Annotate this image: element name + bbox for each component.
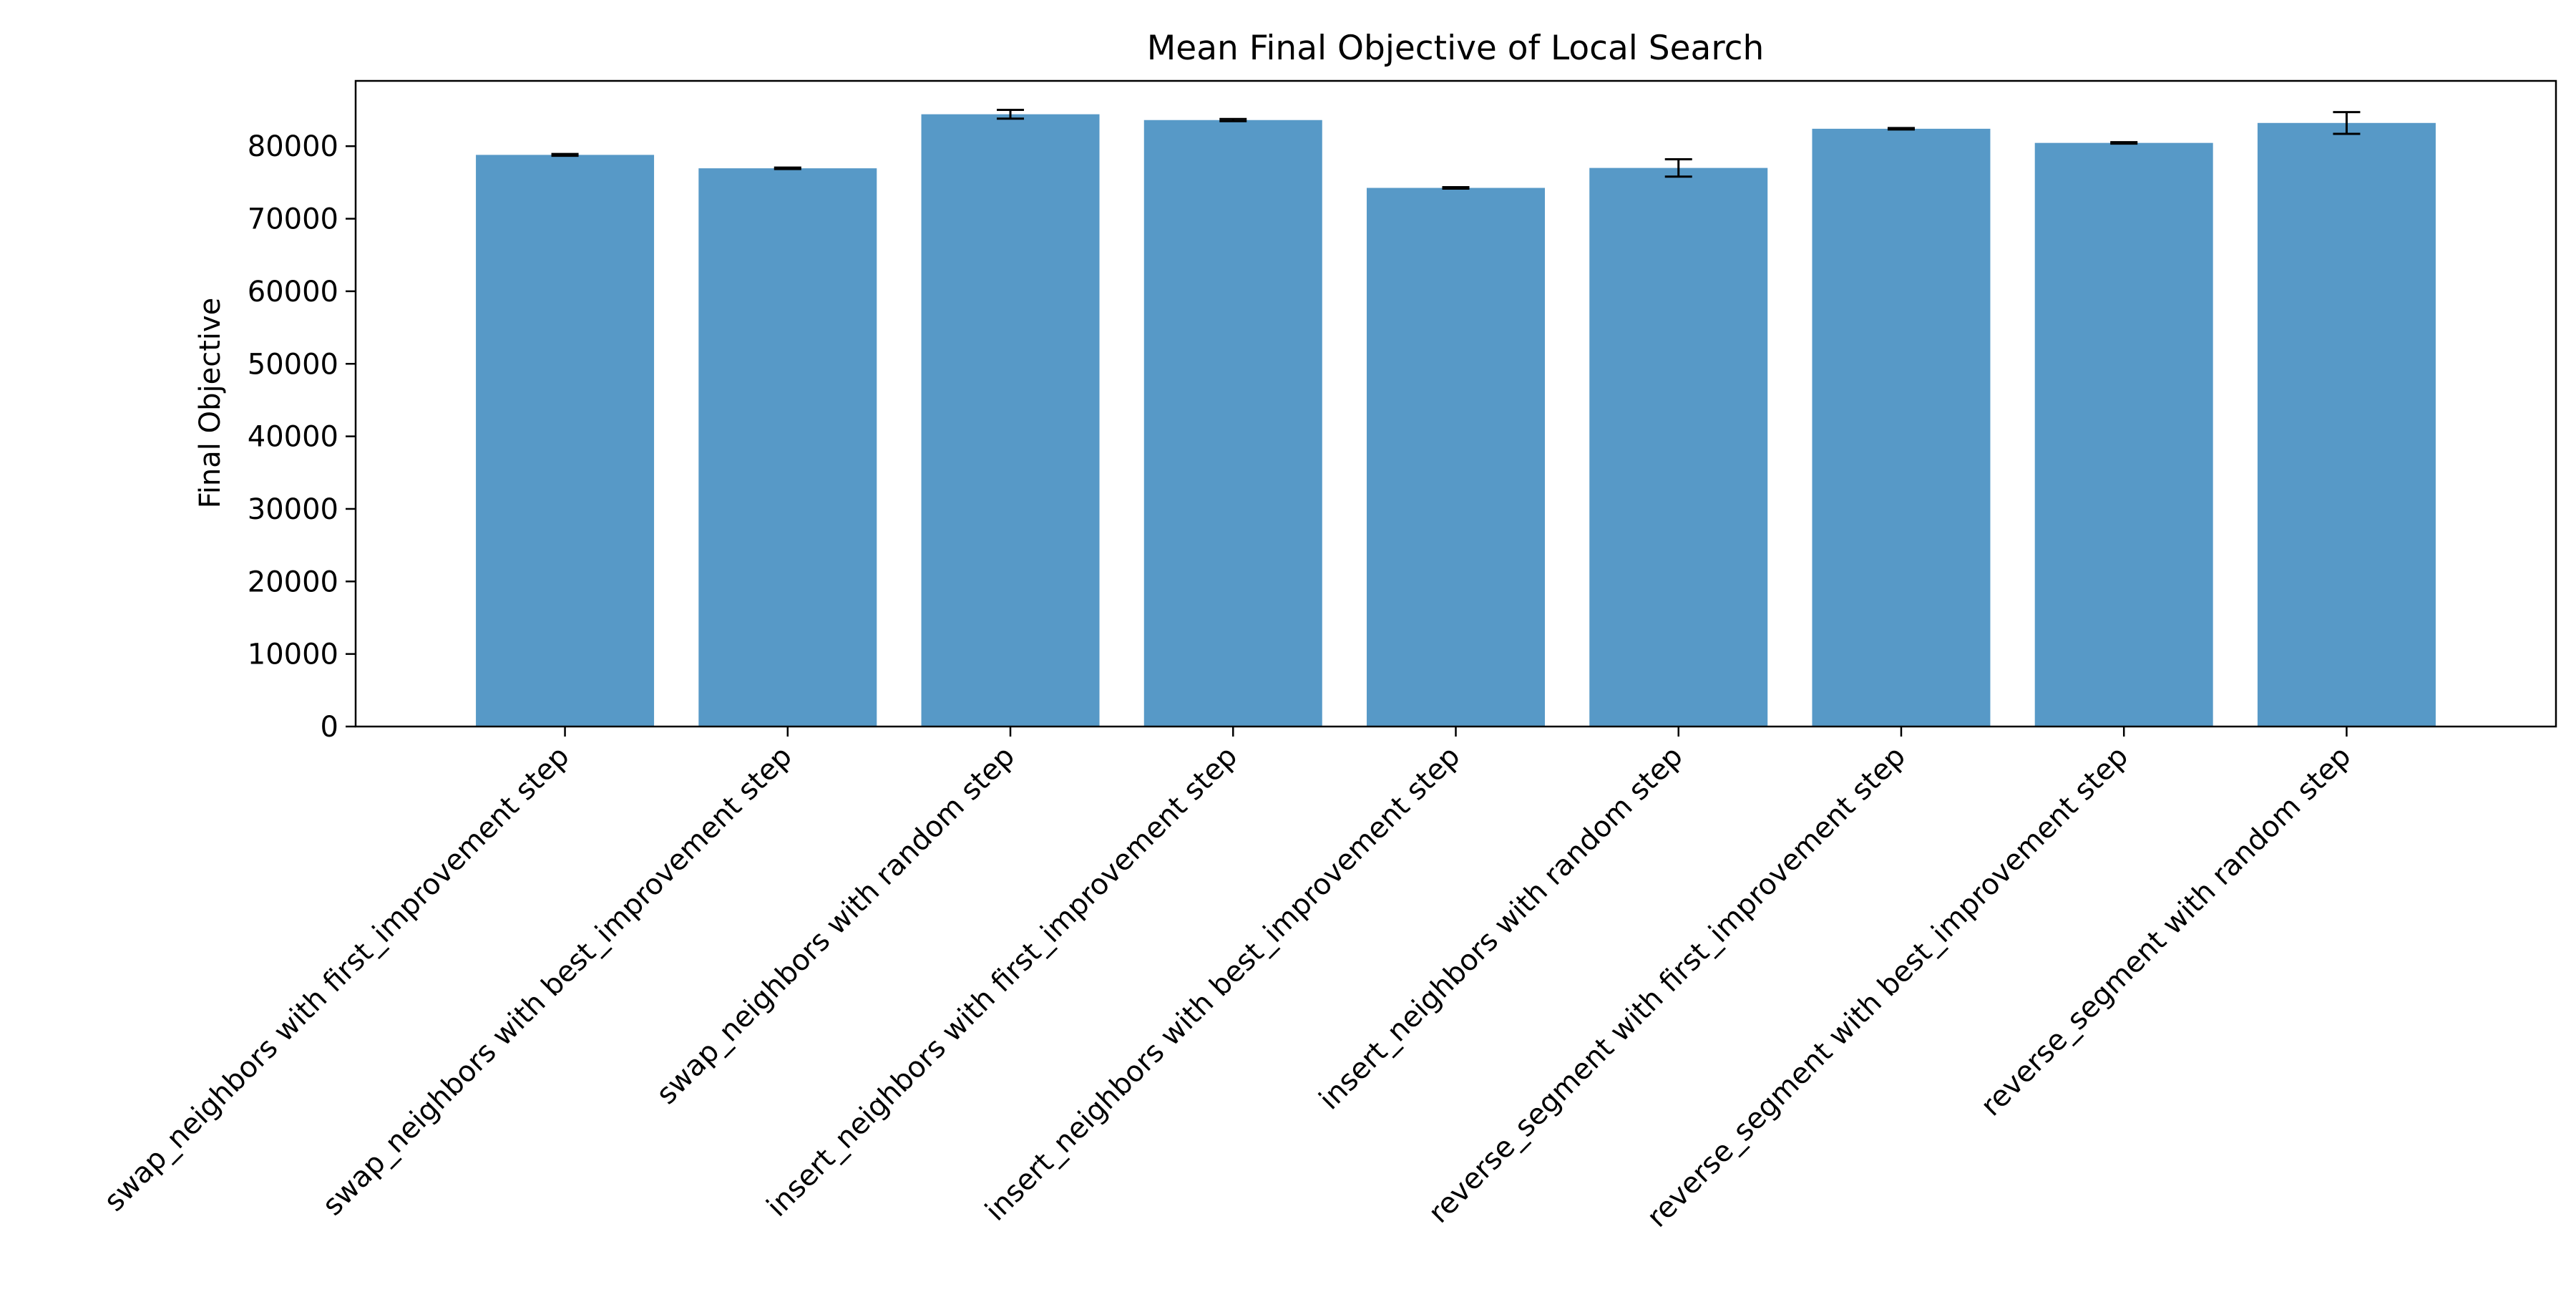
- y-tick-6: 60000: [248, 276, 356, 309]
- error-bars-layer: [551, 109, 2361, 190]
- x-tick-5: insert_neighbors with random step: [1313, 727, 1689, 1116]
- x-tick-3: insert_neighbors with first_improvement …: [761, 727, 1244, 1223]
- y-tick-label-6: 60000: [248, 276, 338, 309]
- x-tick-label-6: reverse_segment with first_improvement s…: [1423, 740, 1912, 1230]
- bar-2: [921, 114, 1100, 727]
- y-tick-label-8: 80000: [248, 130, 338, 163]
- x-tick-label-8: reverse_segment with random step: [1975, 740, 2358, 1123]
- bar-1: [698, 168, 877, 727]
- y-axis-ticks: 0 10000 20000 30000 40000 50000 60000 70000 8000…: [248, 130, 356, 744]
- x-tick-1: swap_neighbors with best_improvement ste…: [316, 727, 799, 1222]
- y-tick-7: 70000: [248, 203, 356, 236]
- x-tick-label-0: swap_neighbors with first_improvement st…: [98, 740, 576, 1218]
- x-tick-label-4: insert_neighbors with best_improvement s…: [979, 740, 1466, 1228]
- bars-layer: [476, 114, 2436, 727]
- error-bar-1: [774, 166, 801, 170]
- y-tick-label-4: 40000: [248, 421, 338, 454]
- y-tick-label-7: 70000: [248, 203, 338, 236]
- x-tick-label-3: insert_neighbors with first_improvement …: [761, 740, 1244, 1223]
- x-tick-4: insert_neighbors with best_improvement s…: [979, 727, 1467, 1228]
- y-tick-4: 40000: [248, 421, 356, 454]
- bar-8: [2257, 122, 2436, 727]
- y-tick-1: 10000: [248, 638, 356, 671]
- bar-7: [2034, 142, 2213, 727]
- x-axis-ticks: swap_neighbors with first_improvement st…: [98, 727, 2358, 1234]
- y-tick-8: 80000: [248, 130, 356, 163]
- x-tick-label-1: swap_neighbors with best_improvement ste…: [316, 740, 799, 1223]
- y-tick-label-3: 30000: [248, 493, 338, 526]
- x-tick-2: swap_neighbors with random step: [650, 727, 1021, 1111]
- error-bar-5: [1664, 157, 1692, 178]
- error-bar-6: [1887, 127, 1915, 131]
- y-tick-5: 50000: [248, 348, 356, 381]
- error-bar-0: [551, 152, 579, 157]
- y-tick-label-5: 50000: [248, 348, 338, 381]
- y-axis-label: Final Objective: [194, 298, 227, 509]
- bar-0: [476, 155, 655, 727]
- x-tick-6: reverse_segment with first_improvement s…: [1423, 727, 1912, 1230]
- y-tick-0: 0: [321, 711, 356, 744]
- bar-5: [1589, 167, 1768, 727]
- y-tick-label-0: 0: [321, 711, 338, 744]
- error-bar-8: [2333, 111, 2361, 135]
- x-tick-7: reverse_segment with best_improvement st…: [1641, 727, 2135, 1234]
- y-tick-3: 30000: [248, 493, 356, 526]
- bar-4: [1367, 188, 1545, 727]
- x-tick-label-7: reverse_segment with best_improvement st…: [1641, 740, 2135, 1234]
- bar-3: [1143, 120, 1322, 727]
- error-bar-4: [1442, 185, 1470, 190]
- x-tick-8: reverse_segment with random step: [1975, 727, 2358, 1122]
- plot-frame: [354, 79, 2557, 728]
- y-tick-label-2: 20000: [248, 565, 338, 598]
- y-tick-label-1: 10000: [248, 638, 338, 671]
- error-bar-2: [997, 109, 1025, 120]
- y-tick-2: 20000: [248, 565, 356, 598]
- x-tick-0: swap_neighbors with first_improvement st…: [98, 727, 576, 1218]
- error-bar-3: [1219, 117, 1247, 122]
- error-bar-7: [2110, 141, 2138, 145]
- x-tick-label-5: insert_neighbors with random step: [1313, 740, 1689, 1117]
- x-tick-label-2: swap_neighbors with random step: [650, 740, 1021, 1111]
- chart-title: Mean Final Objective of Local Search: [1147, 29, 1765, 68]
- bar-6: [1812, 128, 1991, 727]
